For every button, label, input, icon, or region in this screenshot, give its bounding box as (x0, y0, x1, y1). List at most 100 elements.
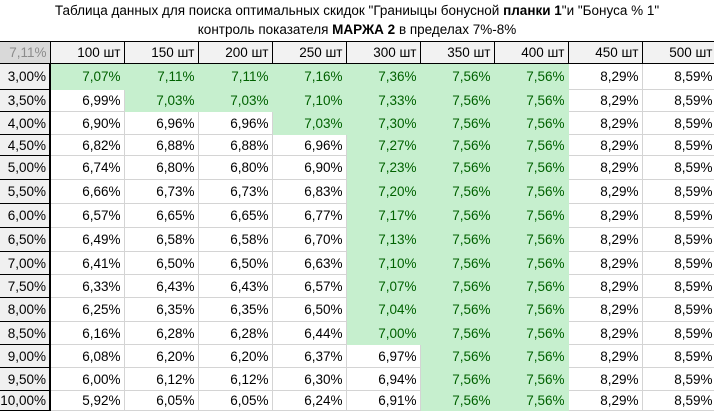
table-cell[interactable]: 7,56% (494, 134, 569, 156)
table-cell[interactable]: 8,29% (568, 155, 643, 180)
row-header[interactable]: 4,00% (0, 111, 51, 135)
table-cell[interactable]: 7,56% (420, 179, 495, 204)
table-cell[interactable]: 8,59% (642, 297, 714, 322)
table-cell[interactable]: 8,29% (568, 179, 643, 204)
row-header[interactable]: 4,50% (0, 134, 51, 156)
table-cell[interactable]: 6,08% (50, 344, 125, 368)
table-cell[interactable]: 6,43% (124, 274, 199, 298)
table-cell[interactable]: 7,20% (346, 179, 421, 204)
table-cell[interactable]: 6,49% (50, 227, 125, 252)
table-cell[interactable]: 7,56% (420, 155, 495, 180)
table-cell[interactable]: 6,97% (346, 344, 421, 368)
column-header[interactable]: 350 шт (420, 41, 495, 64)
table-cell[interactable]: 6,57% (272, 274, 347, 298)
table-cell[interactable]: 6,90% (272, 155, 347, 180)
table-cell[interactable]: 6,70% (272, 227, 347, 252)
table-cell[interactable]: 7,56% (494, 203, 569, 228)
table-cell[interactable]: 6,05% (124, 390, 199, 411)
column-header[interactable]: 200 шт (198, 41, 273, 64)
table-cell[interactable]: 7,56% (494, 89, 569, 112)
table-cell[interactable]: 7,56% (420, 227, 495, 252)
table-cell[interactable]: 7,04% (346, 297, 421, 322)
table-cell[interactable]: 6,33% (50, 274, 125, 298)
table-cell[interactable]: 8,29% (568, 227, 643, 252)
table-cell[interactable]: 8,29% (568, 111, 643, 135)
table-cell[interactable]: 6,65% (124, 203, 199, 228)
table-cell[interactable]: 7,56% (420, 321, 495, 345)
row-header[interactable]: 3,50% (0, 89, 51, 112)
table-cell[interactable]: 7,27% (346, 134, 421, 156)
table-cell[interactable]: 6,50% (124, 251, 199, 275)
table-cell[interactable]: 7,56% (494, 274, 569, 298)
table-cell[interactable]: 7,56% (494, 390, 569, 411)
table-cell[interactable]: 8,59% (642, 251, 714, 275)
table-cell[interactable]: 6,28% (198, 321, 273, 345)
table-cell[interactable]: 6,58% (124, 227, 199, 252)
table-cell[interactable]: 7,11% (124, 63, 199, 90)
table-cell[interactable]: 6,20% (198, 344, 273, 368)
table-cell[interactable]: 8,29% (568, 134, 643, 156)
row-header[interactable]: 9,50% (0, 367, 51, 391)
table-cell[interactable]: 7,03% (124, 89, 199, 112)
table-cell[interactable]: 6,35% (198, 297, 273, 322)
table-cell[interactable]: 6,77% (272, 203, 347, 228)
table-cell[interactable]: 7,56% (420, 274, 495, 298)
table-cell[interactable]: 7,56% (420, 297, 495, 322)
table-cell[interactable]: 7,07% (346, 274, 421, 298)
table-cell[interactable]: 6,30% (272, 367, 347, 391)
table-cell[interactable]: 8,29% (568, 89, 643, 112)
table-cell[interactable]: 6,35% (124, 297, 199, 322)
table-cell[interactable]: 7,56% (420, 63, 495, 90)
table-cell[interactable]: 8,59% (642, 367, 714, 391)
table-cell[interactable]: 8,29% (568, 367, 643, 391)
table-cell[interactable]: 6,73% (198, 179, 273, 204)
table-cell[interactable]: 8,29% (568, 251, 643, 275)
table-cell[interactable]: 7,56% (420, 89, 495, 112)
table-cell[interactable]: 7,56% (420, 203, 495, 228)
table-cell[interactable]: 6,12% (124, 367, 199, 391)
column-header[interactable]: 500 шт (642, 41, 714, 64)
table-cell[interactable]: 8,29% (568, 344, 643, 368)
table-cell[interactable]: 8,29% (568, 297, 643, 322)
table-cell[interactable]: 8,59% (642, 155, 714, 180)
table-cell[interactable]: 8,59% (642, 390, 714, 411)
table-cell[interactable]: 6,20% (124, 344, 199, 368)
table-cell[interactable]: 8,59% (642, 321, 714, 345)
table-cell[interactable]: 7,03% (272, 111, 347, 135)
table-cell[interactable]: 7,36% (346, 63, 421, 90)
table-cell[interactable]: 8,29% (568, 203, 643, 228)
table-cell[interactable]: 6,80% (198, 155, 273, 180)
table-cell[interactable]: 6,05% (198, 390, 273, 411)
table-cell[interactable]: 7,56% (494, 367, 569, 391)
table-cell[interactable]: 6,44% (272, 321, 347, 345)
table-cell[interactable]: 7,56% (420, 111, 495, 135)
table-cell[interactable]: 6,66% (50, 179, 125, 204)
table-cell[interactable]: 7,56% (494, 251, 569, 275)
row-header[interactable]: 6,50% (0, 227, 51, 252)
table-cell[interactable]: 8,59% (642, 344, 714, 368)
table-cell[interactable]: 7,16% (272, 63, 347, 90)
table-cell[interactable]: 6,37% (272, 344, 347, 368)
column-header[interactable]: 400 шт (494, 41, 569, 64)
table-cell[interactable]: 6,83% (272, 179, 347, 204)
table-cell[interactable]: 7,10% (272, 89, 347, 112)
column-header[interactable]: 100 шт (50, 41, 125, 64)
row-header[interactable]: 6,00% (0, 203, 51, 228)
table-cell[interactable]: 6,25% (50, 297, 125, 322)
table-cell[interactable]: 6,96% (272, 134, 347, 156)
column-header[interactable]: 450 шт (568, 41, 643, 64)
row-header[interactable]: 5,50% (0, 179, 51, 204)
column-header[interactable]: 300 шт (346, 41, 421, 64)
table-cell[interactable]: 8,59% (642, 179, 714, 204)
table-cell[interactable]: 8,59% (642, 134, 714, 156)
table-cell[interactable]: 8,59% (642, 227, 714, 252)
row-header[interactable]: 8,00% (0, 297, 51, 322)
row-header[interactable]: 9,00% (0, 344, 51, 368)
table-cell[interactable]: 7,56% (494, 344, 569, 368)
table-cell[interactable]: 6,12% (198, 367, 273, 391)
corner-cell[interactable]: 7,11% (0, 41, 51, 64)
table-cell[interactable]: 6,63% (272, 251, 347, 275)
table-cell[interactable]: 6,91% (346, 390, 421, 411)
table-cell[interactable]: 7,17% (346, 203, 421, 228)
table-cell[interactable]: 6,00% (50, 367, 125, 391)
